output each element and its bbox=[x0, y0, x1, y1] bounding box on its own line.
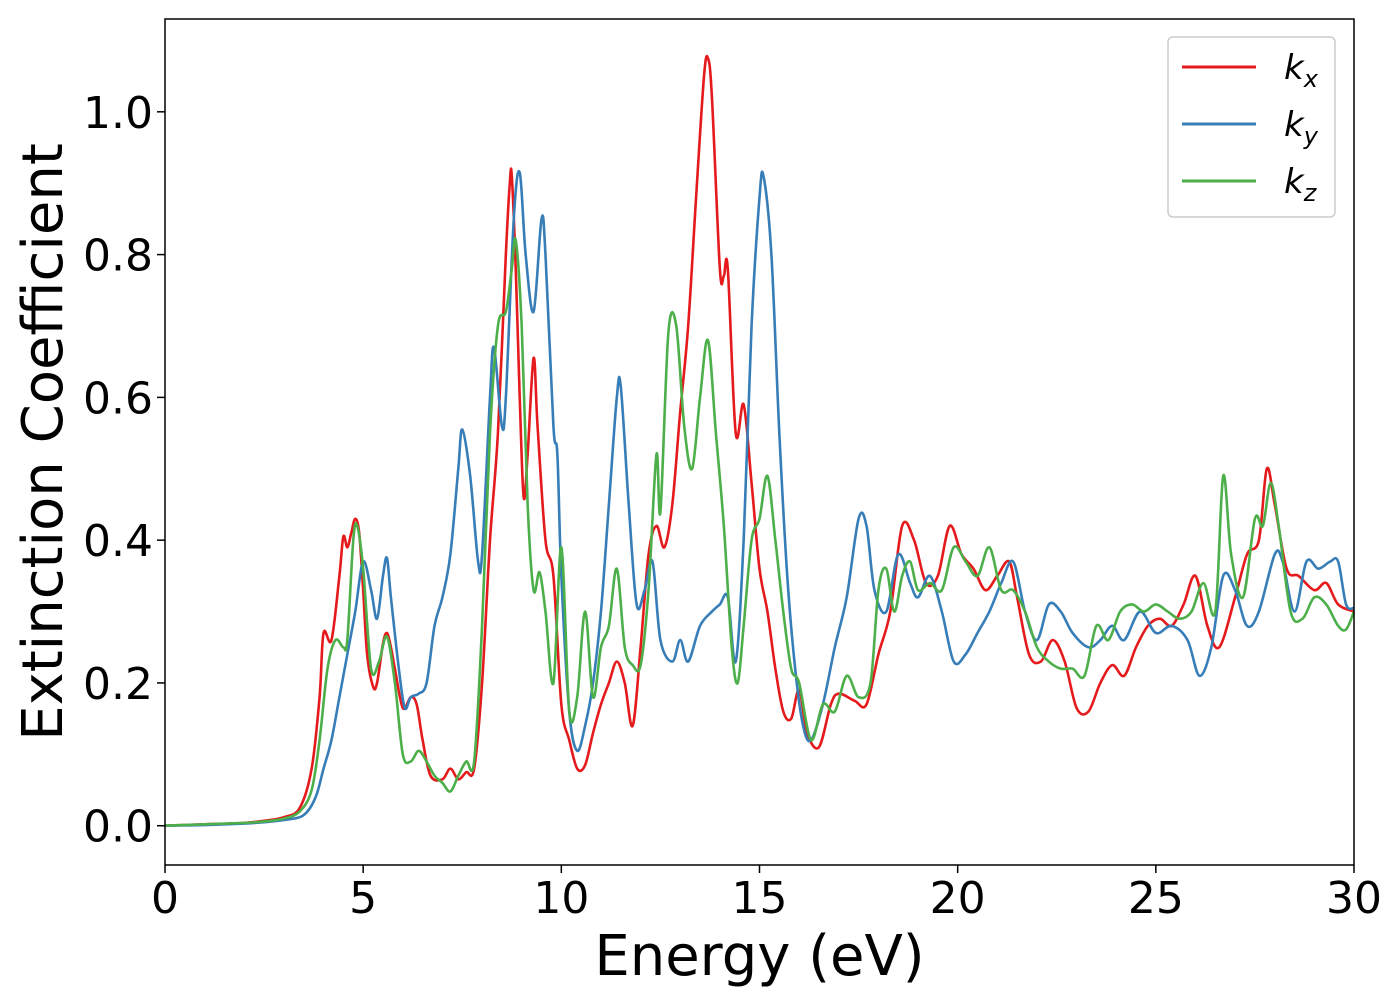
y-tick-label: 0.6 bbox=[83, 373, 153, 424]
y-tick-label: 0.8 bbox=[83, 231, 153, 282]
y-tick-label: 0.4 bbox=[83, 516, 153, 567]
legend-box bbox=[1167, 36, 1336, 218]
series-layer bbox=[164, 54, 1356, 828]
legend-label-main: k bbox=[1284, 105, 1305, 145]
legend-label-x: kx bbox=[1284, 48, 1319, 93]
x-tick-label: 20 bbox=[930, 873, 986, 924]
series-line-z bbox=[164, 237, 1356, 828]
y-axis-title: Extinction Coefficient bbox=[11, 143, 76, 741]
x-tick-label: 5 bbox=[349, 873, 377, 924]
y-tick-label: 1.0 bbox=[83, 88, 153, 139]
legend-label-z: kz bbox=[1284, 162, 1318, 207]
x-axis-title: Energy (eV) bbox=[594, 924, 924, 989]
legend-label-sub: x bbox=[1303, 65, 1319, 93]
y-tick-label: 0.0 bbox=[83, 802, 153, 853]
legend-label-sub: y bbox=[1303, 122, 1319, 150]
x-tick-label: 30 bbox=[1326, 873, 1382, 924]
x-tick-label: 15 bbox=[732, 873, 788, 924]
legend-label-main: k bbox=[1284, 48, 1305, 88]
y-tick-label: 0.2 bbox=[83, 659, 153, 710]
x-tick-label: 10 bbox=[533, 873, 589, 924]
legend-label-y: ky bbox=[1284, 105, 1319, 150]
legend-label-main: k bbox=[1284, 162, 1305, 202]
series-line-y bbox=[164, 169, 1355, 828]
x-axis-ticks: 0 5 10 15 20 25 30 bbox=[151, 865, 1382, 924]
y-axis-ticks: 0.0 0.2 0.4 0.6 0.8 1.0 bbox=[83, 88, 165, 853]
x-tick-label: 25 bbox=[1128, 873, 1184, 924]
x-tick-label: 0 bbox=[151, 873, 179, 924]
legend-label-sub: z bbox=[1303, 179, 1318, 207]
